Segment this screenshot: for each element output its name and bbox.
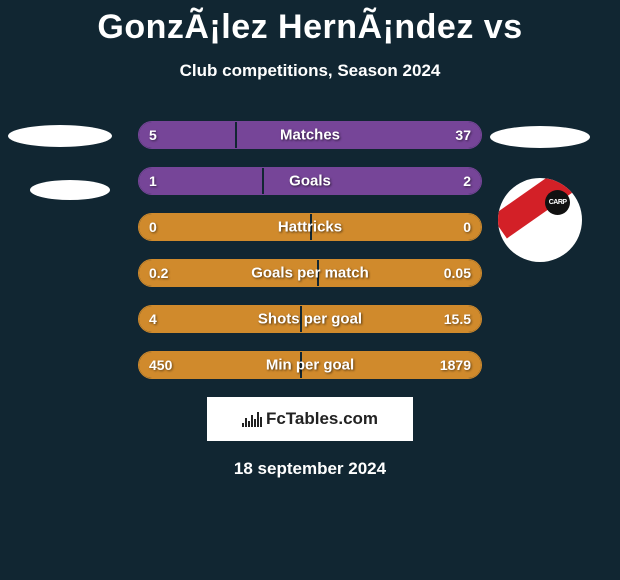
stat-value-right: 0 [463, 219, 471, 235]
comparison-chart: 5 37 Matches 1 2 Goals 0 0 Hattricks 0.2 0.05 Goals… [0, 121, 620, 479]
stat-label: Matches [280, 127, 340, 144]
stat-label: Min per goal [266, 357, 354, 374]
crest-emblem: CARP [545, 190, 570, 215]
stat-value-right: 1879 [440, 357, 471, 373]
stat-value-left: 1 [149, 173, 157, 189]
stat-value-right: 0.05 [444, 265, 471, 281]
brand-text: FcTables.com [266, 409, 378, 429]
club-crest-icon: CARP [498, 178, 582, 262]
stat-row: 450 1879 Min per goal [138, 351, 482, 379]
stat-bar-right [237, 122, 481, 148]
subtitle: Club competitions, Season 2024 [0, 61, 620, 81]
stat-row: 1 2 Goals [138, 167, 482, 195]
stat-bar-left [139, 168, 262, 194]
stat-value-left: 450 [149, 357, 172, 373]
stat-value-right: 37 [455, 127, 471, 143]
player-placeholder-icon [490, 126, 590, 148]
brand-badge: FcTables.com [207, 397, 413, 441]
stat-label: Hattricks [278, 219, 342, 236]
stat-label: Goals per match [251, 265, 369, 282]
player-placeholder-icon [30, 180, 110, 200]
stat-row: 0.2 0.05 Goals per match [138, 259, 482, 287]
player-placeholder-icon [8, 125, 112, 147]
stat-value-left: 0 [149, 219, 157, 235]
date-label: 18 september 2024 [0, 459, 620, 479]
stat-row: 5 37 Matches [138, 121, 482, 149]
stat-label: Goals [289, 173, 331, 190]
stat-row: 0 0 Hattricks [138, 213, 482, 241]
crest-text: CARP [549, 199, 567, 206]
stat-value-right: 15.5 [444, 311, 471, 327]
stat-value-right: 2 [463, 173, 471, 189]
stat-row: 4 15.5 Shots per goal [138, 305, 482, 333]
stat-label: Shots per goal [258, 311, 362, 328]
stat-value-left: 5 [149, 127, 157, 143]
stat-value-left: 0.2 [149, 265, 168, 281]
fctables-logo-icon [242, 411, 262, 427]
page-title: GonzÃ¡lez HernÃ¡ndez vs [0, 0, 620, 47]
stat-value-left: 4 [149, 311, 157, 327]
